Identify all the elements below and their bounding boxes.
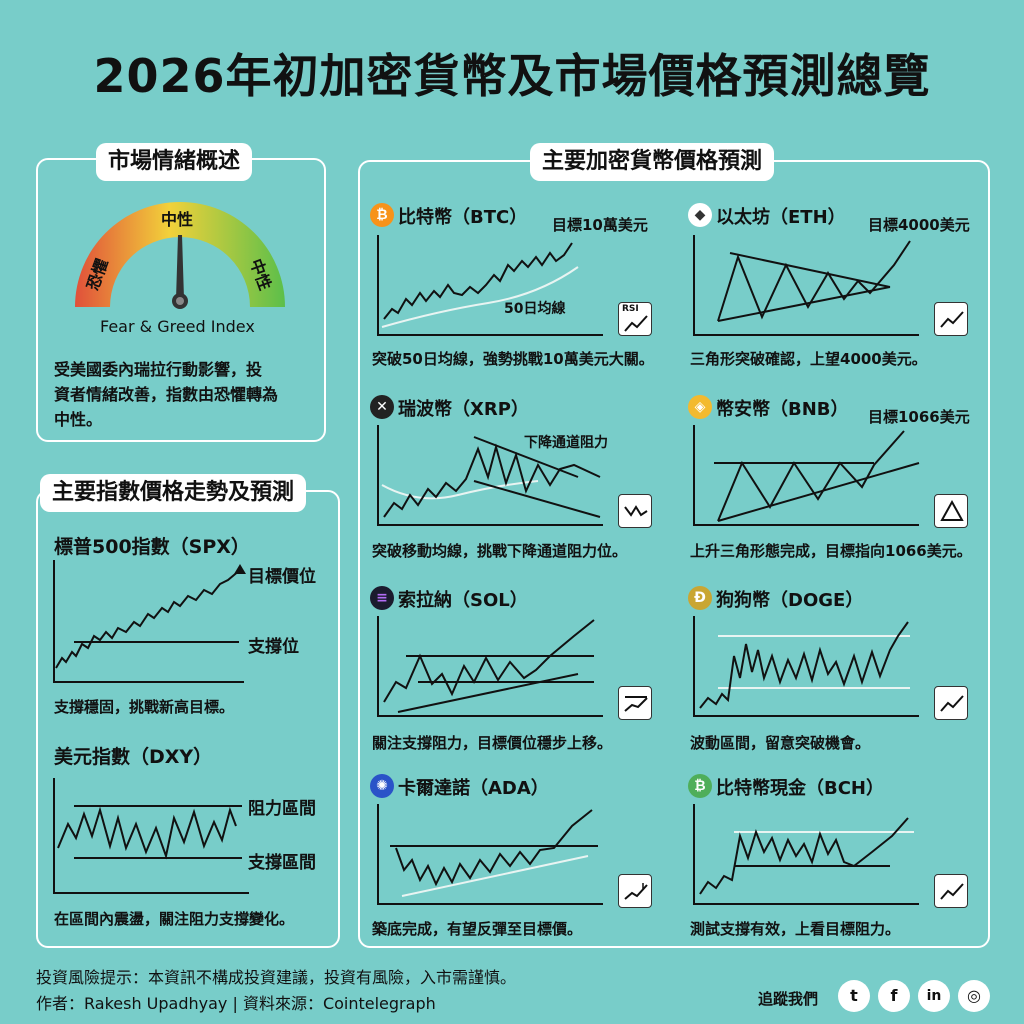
channel-icon bbox=[618, 686, 652, 720]
triangle-icon bbox=[934, 494, 968, 528]
dxy-title: 美元指數（DXY） bbox=[54, 746, 213, 768]
facebook-icon[interactable]: f bbox=[878, 980, 910, 1012]
bnb-description: 上升三角形態完成，目標指向1066美元。 bbox=[690, 542, 972, 560]
doge-chart bbox=[693, 616, 919, 717]
cardano-icon: ✺ bbox=[370, 774, 394, 798]
bitcoin-cash-icon: ₿ bbox=[688, 774, 712, 798]
risk-notice: 投資風險提示：本資訊不構成投資建議，投資有風險，入市需謹慎。 bbox=[36, 968, 517, 987]
rebound-icon bbox=[618, 874, 652, 908]
ada-title: 卡爾達諾（ADA） bbox=[398, 778, 549, 799]
spx-description: 支撐穩固，挑戰新高目標。 bbox=[54, 698, 235, 716]
eth-target: 目標4000美元 bbox=[868, 216, 970, 234]
dxy-chart bbox=[53, 778, 249, 894]
ada-chart bbox=[377, 804, 603, 905]
eth-chart bbox=[693, 235, 919, 336]
author-source: 作者：Rakesh Upadhyay | 資料來源：Cointelegraph bbox=[36, 994, 436, 1013]
spx-chart bbox=[53, 560, 246, 683]
sentiment-desc-3: 中性。 bbox=[54, 410, 103, 429]
bnb-chart bbox=[693, 425, 920, 526]
dxy-support-label: 支撐區間 bbox=[248, 853, 316, 873]
bnb-icon: ◈ bbox=[688, 395, 712, 419]
sol-chart bbox=[377, 616, 603, 717]
btc-description: 突破50日均線，強勢挑戰10萬美元大關。 bbox=[372, 350, 654, 368]
ethereum-icon: ◆ bbox=[688, 203, 712, 227]
dxy-description: 在區間內震盪，關注阻力支撐變化。 bbox=[54, 910, 295, 928]
trend-up-icon-2 bbox=[934, 686, 968, 720]
btc-target: 目標10萬美元 bbox=[552, 216, 648, 234]
btc-title: 比特幣（BTC） bbox=[398, 207, 528, 228]
spx-target-label: 目標價位 bbox=[248, 567, 316, 587]
bch-description: 測試支撐有效，上看目標阻力。 bbox=[690, 920, 901, 938]
volatility-icon bbox=[618, 494, 652, 528]
twitter-icon[interactable]: t bbox=[838, 980, 870, 1012]
sol-title: 索拉納（SOL） bbox=[398, 590, 528, 611]
sentiment-desc-2: 資者情緒改善，指數由恐懼轉為 bbox=[54, 385, 279, 404]
bnb-title: 幣安幣（BNB） bbox=[716, 399, 849, 420]
dxy-resistance-label: 阻力區間 bbox=[248, 799, 316, 819]
bch-title: 比特幣現金（BCH） bbox=[716, 778, 884, 799]
trend-up-icon-3 bbox=[934, 874, 968, 908]
sentiment-heading: 市場情緒概述 bbox=[96, 143, 253, 181]
indices-heading: 主要指數價格走勢及預測 bbox=[40, 474, 307, 512]
sentiment-desc-1: 受美國委內瑞拉行動影響，投 bbox=[54, 360, 263, 379]
instagram-icon[interactable]: ◎ bbox=[958, 980, 990, 1012]
btc-chart bbox=[377, 235, 603, 336]
bitcoin-icon: ₿ bbox=[370, 203, 394, 227]
xrp-channel-label: 下降通道阻力 bbox=[524, 435, 608, 451]
gauge-needle bbox=[176, 235, 184, 299]
xrp-description: 突破移動均線，挑戰下降通道阻力位。 bbox=[372, 542, 628, 560]
doge-title: 狗狗幣（DOGE） bbox=[716, 590, 864, 611]
xrp-icon: ✕ bbox=[370, 395, 394, 419]
doge-description: 波動區間，留意突破機會。 bbox=[690, 734, 871, 752]
trend-up-icon bbox=[934, 302, 968, 336]
linkedin-icon[interactable]: in bbox=[918, 980, 950, 1012]
eth-description: 三角形突破確認，上望4000美元。 bbox=[690, 350, 927, 368]
solana-icon: ≡ bbox=[370, 586, 394, 610]
gauge-index-name: Fear & Greed Index bbox=[100, 317, 255, 336]
rsi-icon: RSI bbox=[618, 302, 652, 336]
fear-greed-gauge bbox=[75, 202, 285, 309]
follow-label: 追蹤我們 bbox=[758, 990, 819, 1008]
crypto-heading: 主要加密貨幣價格預測 bbox=[530, 143, 775, 181]
doge-icon: Ð bbox=[688, 586, 712, 610]
btc-ma-label: 50日均線 bbox=[504, 301, 566, 317]
page-title: 2026年初加密貨幣及市場價格預測總覽 bbox=[93, 49, 931, 103]
xrp-chart bbox=[377, 425, 603, 526]
spx-support-label: 支撐位 bbox=[248, 637, 299, 657]
xrp-title: 瑞波幣（XRP） bbox=[398, 399, 529, 420]
bnb-target: 目標1066美元 bbox=[868, 408, 970, 426]
gauge-label-neutral: 中性 bbox=[161, 210, 194, 229]
ada-description: 築底完成，有望反彈至目標價。 bbox=[372, 920, 583, 938]
spx-title: 標普500指數（SPX） bbox=[54, 536, 250, 558]
eth-title: 以太坊（ETH） bbox=[716, 207, 846, 228]
sol-description: 關注支撐阻力，目標價位穩步上移。 bbox=[372, 734, 613, 752]
bch-chart bbox=[693, 804, 919, 905]
